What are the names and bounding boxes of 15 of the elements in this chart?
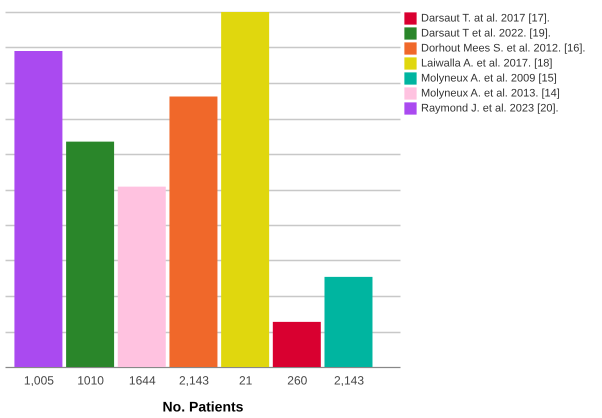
legend-label: Molyneux A. et al. 2013. [14]	[421, 88, 560, 100]
legend-label: Raymond J. et al. 2023 [20].	[421, 102, 559, 114]
x-tick-label: 2,143	[178, 374, 210, 388]
x-tick-label: 1010	[77, 374, 104, 388]
legend-label: Molyneux A. et al. 2009 [15]	[421, 72, 557, 84]
x-axis-title: No. Patients	[162, 398, 244, 414]
x-tick-label: 21	[238, 374, 253, 388]
x-tick-label: 2,143	[334, 374, 364, 388]
x-tick-label: 260	[287, 374, 308, 388]
x-tick-label: 1,005	[24, 374, 54, 388]
legend-label: Darsaut T. at al. 2017 [17].	[421, 12, 550, 24]
x-tick-label: 1644	[128, 374, 156, 388]
legend-label: Darsaut T et al. 2022. [19].	[421, 28, 551, 40]
legend-label: Dorhout Mees S. et al. 2012. [16].	[421, 42, 586, 54]
legend-label: Laiwalla A. et al. 2017. [18]	[421, 58, 552, 70]
